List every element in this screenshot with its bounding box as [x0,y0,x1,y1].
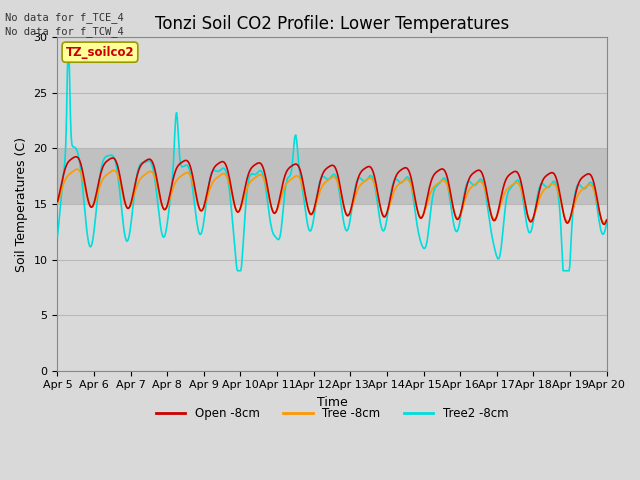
Open -8cm [603,217,611,223]
Tree -8cm [205,188,213,193]
Open -8cm [72,154,79,160]
Tree -8cm [54,201,61,206]
Open -8cm [121,198,129,204]
Text: TZ_soilco2: TZ_soilco2 [66,46,134,59]
Open -8cm [600,221,608,227]
Text: No data for f_TCE_4: No data for f_TCE_4 [5,12,124,23]
Tree -8cm [121,199,129,204]
Open -8cm [415,214,423,220]
Tree -8cm [603,217,611,223]
Tree -8cm [600,220,608,226]
Open -8cm [54,199,61,204]
Tree -8cm [399,178,407,184]
Line: Open -8cm: Open -8cm [58,157,607,224]
Line: Tree -8cm: Tree -8cm [58,169,607,223]
Legend: Open -8cm, Tree -8cm, Tree2 -8cm: Open -8cm, Tree -8cm, Tree2 -8cm [151,402,513,425]
X-axis label: Time: Time [317,396,348,409]
Text: No data for f_TCW_4: No data for f_TCW_4 [5,26,124,37]
Line: Tree2 -8cm: Tree2 -8cm [58,48,607,271]
Tree2 -8cm [603,220,611,226]
Tree2 -8cm [121,231,129,237]
Tree -8cm [177,174,184,180]
Title: Tonzi Soil CO2 Profile: Lower Temperatures: Tonzi Soil CO2 Profile: Lower Temperatur… [155,15,509,33]
Tree2 -8cm [54,235,61,240]
Y-axis label: Soil Temperatures (C): Soil Temperatures (C) [15,136,28,272]
Open -8cm [63,161,71,167]
Open -8cm [399,166,407,171]
Tree -8cm [63,173,71,179]
Tree -8cm [74,167,81,172]
Tree2 -8cm [205,179,213,184]
Tree -8cm [415,213,423,218]
Tree2 -8cm [177,159,184,165]
Tree2 -8cm [417,237,424,243]
Bar [58,148,607,204]
Tree2 -8cm [401,178,408,183]
Tree2 -8cm [234,268,241,274]
Tree2 -8cm [64,46,72,51]
Open -8cm [177,160,184,166]
Tree2 -8cm [63,70,71,76]
Open -8cm [205,179,213,185]
